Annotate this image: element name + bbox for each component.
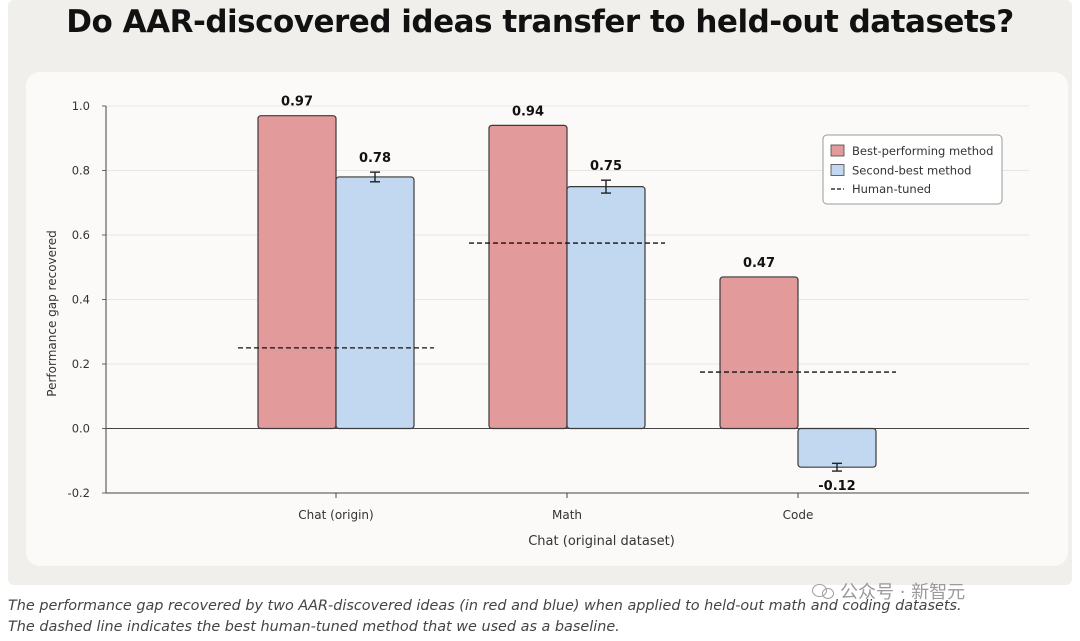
watermark-text: 公众号 · 新智元 — [840, 582, 966, 603]
baseline-layer — [238, 242, 896, 373]
data-label: -0.12 — [818, 479, 855, 494]
legend-swatch-second — [830, 164, 845, 176]
x-tick-label: Chat (origin) — [298, 508, 373, 522]
y-tick-label: -0.2 — [68, 486, 90, 500]
bar-second-1 — [566, 186, 646, 430]
caption-line-2: The dashed line indicates the best human… — [8, 619, 620, 635]
x-tick-label: Math — [552, 508, 582, 522]
y-axis-title: Performance gap recovered — [45, 230, 59, 396]
y-tick-label: 0.4 — [72, 293, 90, 307]
legend-label: Human-tuned — [852, 182, 931, 196]
bar-best-1 — [488, 124, 568, 430]
wechat-icon — [812, 582, 834, 600]
legend-box — [822, 134, 1003, 205]
y-tick-label: 0.6 — [72, 228, 90, 242]
legend-label: Second-best method — [852, 164, 971, 178]
x-axis-title: Chat (original dataset) — [528, 534, 675, 549]
x-tick-label: Code — [783, 508, 814, 522]
figure-caption: The performance gap recovered by two AAR… — [8, 596, 1078, 638]
caption-line-1: The performance gap recovered by two AAR… — [8, 598, 962, 614]
data-label: 0.97 — [281, 95, 313, 110]
bar-second-0 — [335, 176, 415, 430]
y-tick-label: 0.8 — [72, 164, 90, 178]
chart-panel: -0.2 0.0 0.2 0.4 0.6 0.8 1.0 Chat (origin) Math C… — [26, 72, 1068, 566]
data-label: 0.47 — [743, 256, 775, 271]
y-tick-label: 1.0 — [72, 99, 90, 113]
legend: Best-performing method Second-best method… — [822, 134, 1003, 205]
data-label: 0.78 — [359, 151, 391, 166]
page-title: Do AAR-discovered ideas transfer to held… — [66, 4, 1014, 40]
bar-second-2 — [797, 427, 877, 468]
legend-swatch-best — [830, 144, 845, 157]
bar-best-2 — [719, 276, 799, 430]
bar-layer — [257, 115, 877, 472]
bar-best-0 — [257, 115, 337, 430]
legend-label: Best-performing method — [852, 144, 993, 158]
y-tick-label: 0.0 — [72, 422, 90, 436]
watermark: 公众号 · 新智元 — [812, 578, 965, 604]
data-label: 0.75 — [590, 159, 622, 174]
label-layer: 0.97 0.94 0.47 0.78 0.75 -0.12 — [281, 95, 856, 494]
data-label: 0.94 — [512, 104, 544, 119]
bar-chart: -0.2 0.0 0.2 0.4 0.6 0.8 1.0 Chat (origin) Math C… — [45, 95, 1029, 549]
y-tick-label: 0.2 — [72, 357, 90, 371]
